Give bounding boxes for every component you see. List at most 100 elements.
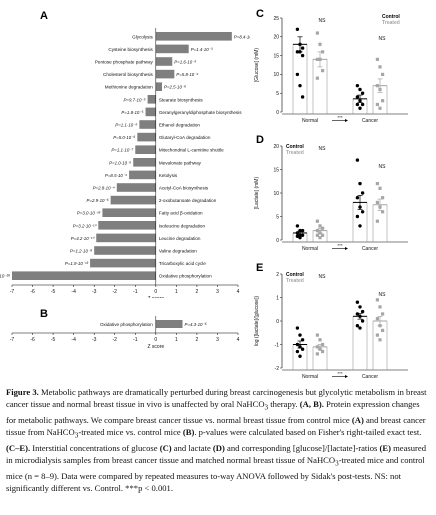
caption-text-4: and breast cancer tissue from NaHCO bbox=[6, 414, 426, 437]
caption-text-1: Metabolic pathways are dramatically pert… bbox=[6, 387, 427, 410]
data-point bbox=[381, 72, 385, 76]
bar-pvalue-label: P=8.5·10⁻⁴ bbox=[105, 173, 127, 178]
bar-category-label: Stearate biosynthesis bbox=[159, 97, 204, 102]
x-tick-label: 0 bbox=[154, 337, 157, 343]
data-point bbox=[375, 219, 379, 223]
data-point bbox=[358, 314, 362, 318]
bar-pvalue-label: P=3.0·10⁻¹⁶ bbox=[77, 211, 101, 216]
x-tick-label: 4 bbox=[237, 337, 240, 343]
data-point bbox=[300, 228, 305, 233]
data-point bbox=[318, 347, 322, 351]
data-point bbox=[358, 181, 362, 186]
data-point bbox=[378, 324, 382, 328]
bar-15 bbox=[102, 208, 156, 217]
bar-category-label: Acetyl-CoA biosynthesis bbox=[159, 186, 209, 191]
bar-category-label: Valine degradation bbox=[159, 249, 197, 254]
arrow-head bbox=[345, 247, 348, 250]
caption-text-11: -treated mice and control mice (n = 8–9)… bbox=[6, 454, 425, 493]
group-label: Cancer bbox=[362, 374, 378, 380]
caption-ref-c: (C) bbox=[159, 442, 172, 453]
data-point bbox=[381, 210, 385, 214]
y-tick-label: 0 bbox=[276, 238, 279, 244]
caption-ref-b: (B) bbox=[182, 427, 195, 437]
x-axis-label: Z score bbox=[147, 296, 164, 298]
caption-ref-a: (A) bbox=[351, 414, 364, 425]
bar-category-label: Methionine degradation bbox=[105, 85, 153, 90]
mean-bar bbox=[352, 316, 368, 371]
bar-pvalue-label: P=2.9·10⁻⁶ bbox=[87, 198, 109, 203]
data-point bbox=[318, 224, 322, 228]
data-point bbox=[295, 231, 300, 235]
bar-category-label: Oxidative phosphorylation bbox=[100, 322, 153, 327]
data-point bbox=[358, 87, 362, 92]
data-point bbox=[295, 349, 300, 354]
data-point bbox=[375, 200, 379, 204]
bar-11 bbox=[133, 158, 156, 167]
bar-category-label: Glycolysis bbox=[132, 34, 153, 39]
y-tick-label: -2 bbox=[275, 366, 280, 372]
x-tick-label: 0 bbox=[154, 289, 157, 295]
data-point bbox=[355, 324, 360, 328]
ns-label: NS bbox=[379, 164, 387, 170]
panel-c-scatter: 0 5 10 15 20 25 [Glucose] (mM) NS NS ControlTreat… bbox=[254, 14, 408, 124]
data-point bbox=[318, 231, 322, 235]
data-point bbox=[355, 300, 360, 304]
caption-sub-2: 3 bbox=[74, 431, 79, 440]
bar-10 bbox=[135, 145, 156, 154]
caption-ref-e: (E) bbox=[379, 442, 391, 453]
data-point bbox=[378, 106, 382, 110]
legend-entry-control: Control bbox=[382, 14, 400, 20]
bar-pvalue-label: P=3.2·10⁻¹⁰ bbox=[73, 223, 98, 228]
arrow-head bbox=[345, 119, 348, 122]
bar-category-label: Geranylgeranyldiphosphate biosynthesis bbox=[159, 110, 242, 115]
bar-category-label: Mevalonate pathway bbox=[159, 160, 202, 165]
bar-3 bbox=[155, 57, 173, 66]
bar-category-label: Fatty acid β-oxidation bbox=[159, 211, 203, 216]
data-point bbox=[300, 46, 305, 50]
bar-pvalue-label: P=1.2·10⁻⁸ bbox=[70, 249, 92, 254]
legend-entry-control: Control bbox=[286, 144, 304, 150]
bar-category-label: Tricarboxylic acid cycle bbox=[159, 261, 206, 266]
data-point bbox=[378, 338, 382, 342]
data-point bbox=[300, 95, 305, 99]
data-point bbox=[321, 349, 325, 354]
data-point bbox=[375, 317, 379, 321]
x-tick-label: 3 bbox=[216, 337, 219, 343]
bar-7 bbox=[145, 107, 156, 117]
data-point bbox=[360, 319, 365, 323]
x-tick-label: -6 bbox=[30, 337, 35, 343]
caption-text-6: . p-values were calculated based on Fish… bbox=[194, 427, 422, 437]
data-point bbox=[295, 326, 300, 330]
data-point bbox=[315, 333, 319, 337]
bar-pvalue-label: P=1.6·10⁻⁵ bbox=[174, 60, 196, 65]
data-point bbox=[358, 326, 362, 330]
bar-pvalue-label: P=1.1·10⁻⁵ bbox=[115, 123, 137, 128]
x-tick-label: -1 bbox=[133, 337, 138, 343]
bar-18 bbox=[94, 246, 156, 255]
bar-pvalue-label: P=1.9·10⁻¹³ bbox=[65, 261, 89, 266]
data-point bbox=[381, 99, 385, 103]
data-point bbox=[375, 182, 379, 186]
y-tick-label: 15 bbox=[273, 53, 279, 59]
data-point bbox=[321, 342, 325, 347]
caption-ref-d: (D) bbox=[212, 442, 225, 453]
data-point bbox=[298, 235, 302, 240]
data-point bbox=[321, 233, 325, 237]
caption-lead: Figure 3. bbox=[6, 387, 39, 397]
data-point bbox=[378, 65, 382, 69]
caption-sub-1: 3 bbox=[264, 403, 269, 412]
bar-14 bbox=[110, 195, 156, 205]
bar-12 bbox=[129, 170, 156, 180]
ns-label: NS bbox=[379, 292, 387, 298]
significance-label: *** bbox=[337, 371, 343, 376]
data-point bbox=[375, 102, 379, 107]
bar-category-label: Cysteine biosynthesis bbox=[108, 47, 153, 52]
data-point bbox=[318, 57, 322, 61]
bar-20 bbox=[12, 271, 156, 280]
data-point bbox=[315, 31, 319, 35]
caption-text-8: and lactate bbox=[171, 442, 213, 453]
x-axis-label: Z score bbox=[147, 344, 164, 350]
bar-4 bbox=[155, 69, 175, 79]
ns-label: NS bbox=[319, 274, 327, 280]
x-tick-label: -5 bbox=[51, 337, 56, 343]
